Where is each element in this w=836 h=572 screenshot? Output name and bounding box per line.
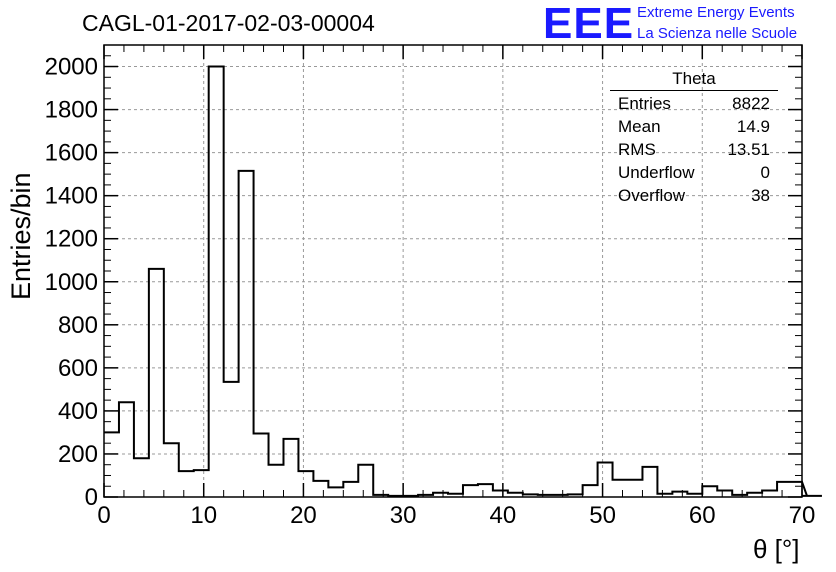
axis-ticks xyxy=(103,45,803,498)
chart-title: CAGL-01-2017-02-03-00004 xyxy=(82,10,375,36)
x-tick-label: 70 xyxy=(789,502,816,529)
stats-row: RMS 13.51 xyxy=(610,138,778,161)
logo-line-1: Extreme Energy Events xyxy=(637,4,795,21)
stats-value: 0 xyxy=(760,163,770,182)
stats-value: 14.9 xyxy=(736,117,770,136)
y-tick-label: 1000 xyxy=(45,269,98,296)
x-tick-label: 0 xyxy=(97,502,110,529)
logo-line-2: La Scienza nelle Scuole xyxy=(637,25,798,42)
y-tick-label: 1800 xyxy=(45,97,98,124)
x-tick-label: 20 xyxy=(290,502,317,529)
y-tick-label: 400 xyxy=(58,398,98,425)
stats-label: Underflow xyxy=(618,163,695,182)
stats-row: Entries 8822 xyxy=(610,92,778,115)
x-tick-label: 60 xyxy=(689,502,716,529)
stats-box: Theta Entries 8822 Mean 14.9 RMS 13.51 Unde… xyxy=(610,69,778,207)
y-tick-label: 200 xyxy=(58,441,98,468)
x-tick-label: 10 xyxy=(190,502,217,529)
stats-row: Overflow 38 xyxy=(610,184,778,207)
x-tick-label: 50 xyxy=(589,502,616,529)
x-axis-label: θ [°] xyxy=(753,534,800,564)
eee-logo: EEE xyxy=(543,0,635,48)
y-tick-label: 600 xyxy=(58,355,98,382)
stats-row: Mean 14.9 xyxy=(610,115,778,138)
stats-value: 8822 xyxy=(732,94,770,113)
x-tick-label: 30 xyxy=(390,502,417,529)
stats-label: Entries xyxy=(618,94,671,113)
y-tick-label: 1600 xyxy=(45,140,98,167)
histogram-steps xyxy=(104,65,822,497)
x-tick-label: 40 xyxy=(490,502,517,529)
tick-labels: 0 10 20 30 40 50 60 70 0 200 400 600 800 1000 1200 1400… xyxy=(45,54,816,529)
stats-title: Theta xyxy=(610,69,778,91)
stats-value: 38 xyxy=(751,186,770,205)
stats-label: RMS xyxy=(618,140,656,159)
y-tick-label: 0 xyxy=(85,484,98,511)
y-tick-label: 1400 xyxy=(45,183,98,210)
stats-value: 13.51 xyxy=(727,140,770,159)
y-axis-label: Entries/bin xyxy=(6,172,36,300)
y-tick-label: 800 xyxy=(58,312,98,339)
y-tick-label: 2000 xyxy=(45,54,98,81)
stats-row: Underflow 0 xyxy=(610,161,778,184)
stats-label: Mean xyxy=(618,117,661,136)
stats-label: Overflow xyxy=(618,186,686,205)
y-tick-label: 1200 xyxy=(45,226,98,253)
